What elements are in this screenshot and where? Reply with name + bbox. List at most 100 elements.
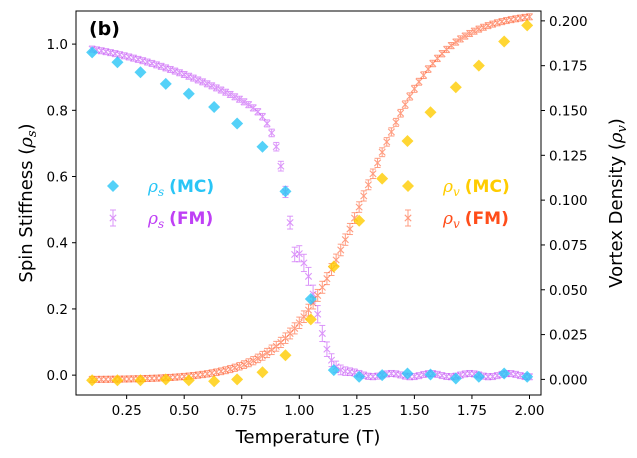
rho-v-fm-point	[369, 168, 377, 180]
legend-marker-rho-s-mc	[107, 180, 119, 192]
rho-s-mc-point	[376, 369, 389, 382]
rho-s-fm-point	[300, 253, 308, 273]
rho-s-fm-point	[286, 215, 294, 230]
rho-s-fm-point	[217, 86, 225, 94]
y-left-tick-label: 0.4	[47, 236, 68, 252]
rho-s-mc-point	[231, 117, 244, 130]
rho-v-mc-point	[134, 374, 147, 387]
rho-s-mc-point	[327, 364, 340, 377]
rho-s-fm-point	[396, 371, 405, 379]
rho-s-fm-point	[254, 108, 262, 116]
rho-s-mc-point	[304, 293, 317, 305]
rho-s-fm-point	[258, 112, 267, 121]
legend-label-rho-v-mc: ρv (MC)	[442, 177, 510, 199]
rho-v-fm-point	[360, 190, 368, 202]
y-right-tick-label: 0.150	[549, 103, 588, 119]
rho-s-mc-point	[256, 140, 269, 153]
rho-v-fm-point	[268, 344, 276, 356]
rho-s-fm-point	[152, 61, 161, 69]
rho-s-fm-point	[291, 246, 299, 263]
rho-v-mc-point	[304, 313, 317, 326]
rho-v-fm-point	[291, 322, 299, 335]
y-right-tick-label: 0.100	[549, 193, 588, 209]
rho-v-fm-point	[337, 243, 345, 257]
x-axis-ticks: 0.25 0.50 0.75 1.00 1.25 1.50 1.75 2.00	[112, 395, 545, 419]
rho-v-mc-point	[498, 35, 511, 48]
rho-v-fm-point	[401, 100, 409, 109]
y-right-tick-label: 0.075	[549, 238, 588, 254]
rho-v-fm-point	[406, 92, 414, 101]
rho-s-fm-point	[189, 74, 197, 82]
rho-s-fm-point	[171, 67, 179, 75]
rho-s-fm-point	[323, 341, 331, 357]
rho-s-fm-point	[166, 65, 174, 74]
rho-v-fm-point	[470, 27, 478, 35]
rho-v-mc-point	[279, 349, 292, 362]
rho-s-fm-point	[231, 93, 239, 101]
rho-s-mc-point	[86, 46, 99, 59]
rho-s-mc-point	[279, 185, 292, 198]
x-tick-label: 0.75	[227, 403, 257, 419]
rho-v-mc-point	[424, 106, 437, 119]
y-left-tick-label: 0.6	[47, 170, 68, 186]
rho-v-fm-point	[461, 32, 469, 40]
rho-v-fm-point	[479, 23, 488, 31]
rho-v-fm-point	[272, 340, 280, 352]
rho-v-fm-point	[373, 157, 382, 168]
rho-s-fm-point	[143, 58, 151, 66]
rho-s-fm-point	[433, 370, 441, 378]
rho-s-fm-point	[268, 128, 276, 138]
rho-s-fm-point	[263, 119, 271, 128]
rho-v-fm-point	[341, 233, 349, 246]
rho-s-fm-point	[304, 266, 313, 286]
rho-v-mc-point	[256, 366, 269, 379]
y-left-tick-label: 0.0	[47, 368, 68, 384]
rho-s-fm-point	[203, 80, 211, 88]
rho-v-fm-point	[452, 38, 460, 46]
rho-s-fm-point	[212, 84, 221, 92]
x-tick-label: 2.00	[514, 403, 544, 419]
rho-v-fm-point	[387, 127, 395, 137]
legend-label-rho-v-fm: ρv (FM)	[442, 209, 509, 231]
x-tick-label: 1.50	[399, 403, 429, 419]
rho-v-mc-point	[182, 374, 195, 387]
x-tick-label: 0.50	[169, 403, 199, 419]
y-right-tick-label: 0.000	[549, 372, 588, 388]
rho-v-mc-point	[521, 19, 534, 32]
x-tick-label: 1.75	[457, 403, 487, 419]
rho-s-mc-point	[182, 87, 195, 100]
rho-v-fm-point	[443, 45, 451, 54]
rho-s-mc-point	[472, 370, 485, 383]
rho-v-fm-point	[383, 137, 391, 147]
rho-s-fm-point	[245, 101, 253, 109]
rho-s-mc-point	[353, 370, 366, 383]
rho-s-fm-point	[176, 69, 184, 77]
rho-v-fm-point	[208, 369, 216, 377]
x-tick-label: 1.25	[342, 403, 372, 419]
rho-v-mc-point	[231, 373, 244, 386]
x-axis-title: Temperature (T)	[235, 427, 381, 448]
rho-s-fm-point	[337, 364, 345, 376]
legend-marker-rho-v-mc	[402, 180, 414, 192]
rho-v-mc-point	[86, 374, 99, 387]
rho-v-fm-point	[456, 35, 465, 43]
rho-v-fm-point	[525, 13, 534, 21]
y-left-axis-ticks: 0.0 0.2 0.4 0.6 0.8 1.0	[47, 37, 76, 384]
rho-s-fm-point	[295, 245, 303, 263]
rho-v-mc-point	[401, 134, 414, 147]
rho-v-mc-point	[327, 260, 340, 273]
rho-s-mc-point	[521, 370, 534, 383]
y-left-tick-label: 0.2	[47, 302, 68, 318]
legend-right: ρv (MC) ρv (FM)	[402, 177, 510, 231]
y-left-axis-title: Spin Stiffness (ρs)	[16, 123, 40, 282]
rho-v-fm-point	[410, 84, 418, 93]
rho-v-fm-point	[466, 29, 474, 38]
rho-s-mc-point	[401, 367, 414, 380]
rho-v-fm-point	[415, 77, 423, 86]
legend-x	[109, 209, 117, 227]
y-right-tick-label: 0.125	[549, 148, 588, 164]
rho-v-mc-point	[376, 172, 389, 185]
y-right-tick-label: 0.025	[549, 328, 588, 344]
rho-v-fm-point	[447, 41, 455, 50]
